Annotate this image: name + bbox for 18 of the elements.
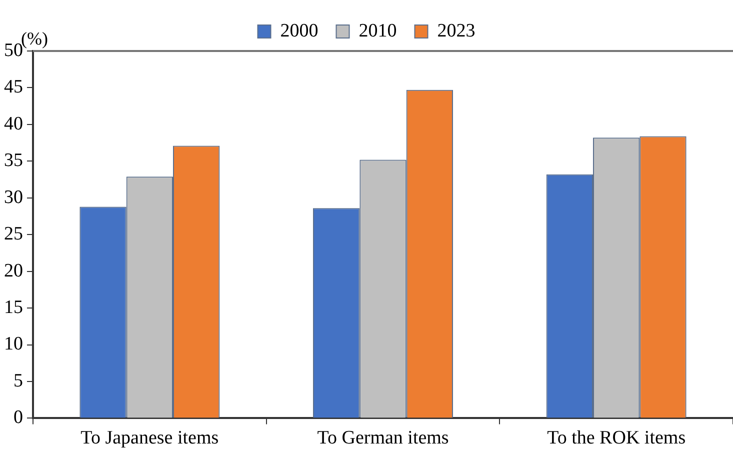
y-tick-label: 45	[4, 76, 23, 98]
y-tick-label: 50	[4, 40, 23, 61]
y-tick-label: 10	[4, 334, 23, 355]
x-tick-label: To the ROK items	[547, 428, 686, 449]
y-tick-label: 0	[14, 407, 23, 428]
y-tick-label: 5	[14, 370, 23, 392]
y-axis-title: (%)	[21, 28, 48, 49]
legend-label: 2010	[358, 20, 397, 42]
legend-label: 2023	[437, 20, 476, 42]
legend-label: 2000	[280, 20, 318, 42]
y-tick-label: 20	[4, 260, 23, 282]
y-tick-label: 25	[4, 224, 23, 245]
y-tick-label: 40	[4, 113, 23, 134]
y-tick-label: 15	[4, 297, 23, 318]
y-tick-label: 30	[4, 186, 23, 208]
x-tick-label: To Japanese items	[80, 428, 219, 449]
y-tick-label: 35	[4, 150, 23, 172]
x-tick-label: To German items	[317, 428, 449, 449]
